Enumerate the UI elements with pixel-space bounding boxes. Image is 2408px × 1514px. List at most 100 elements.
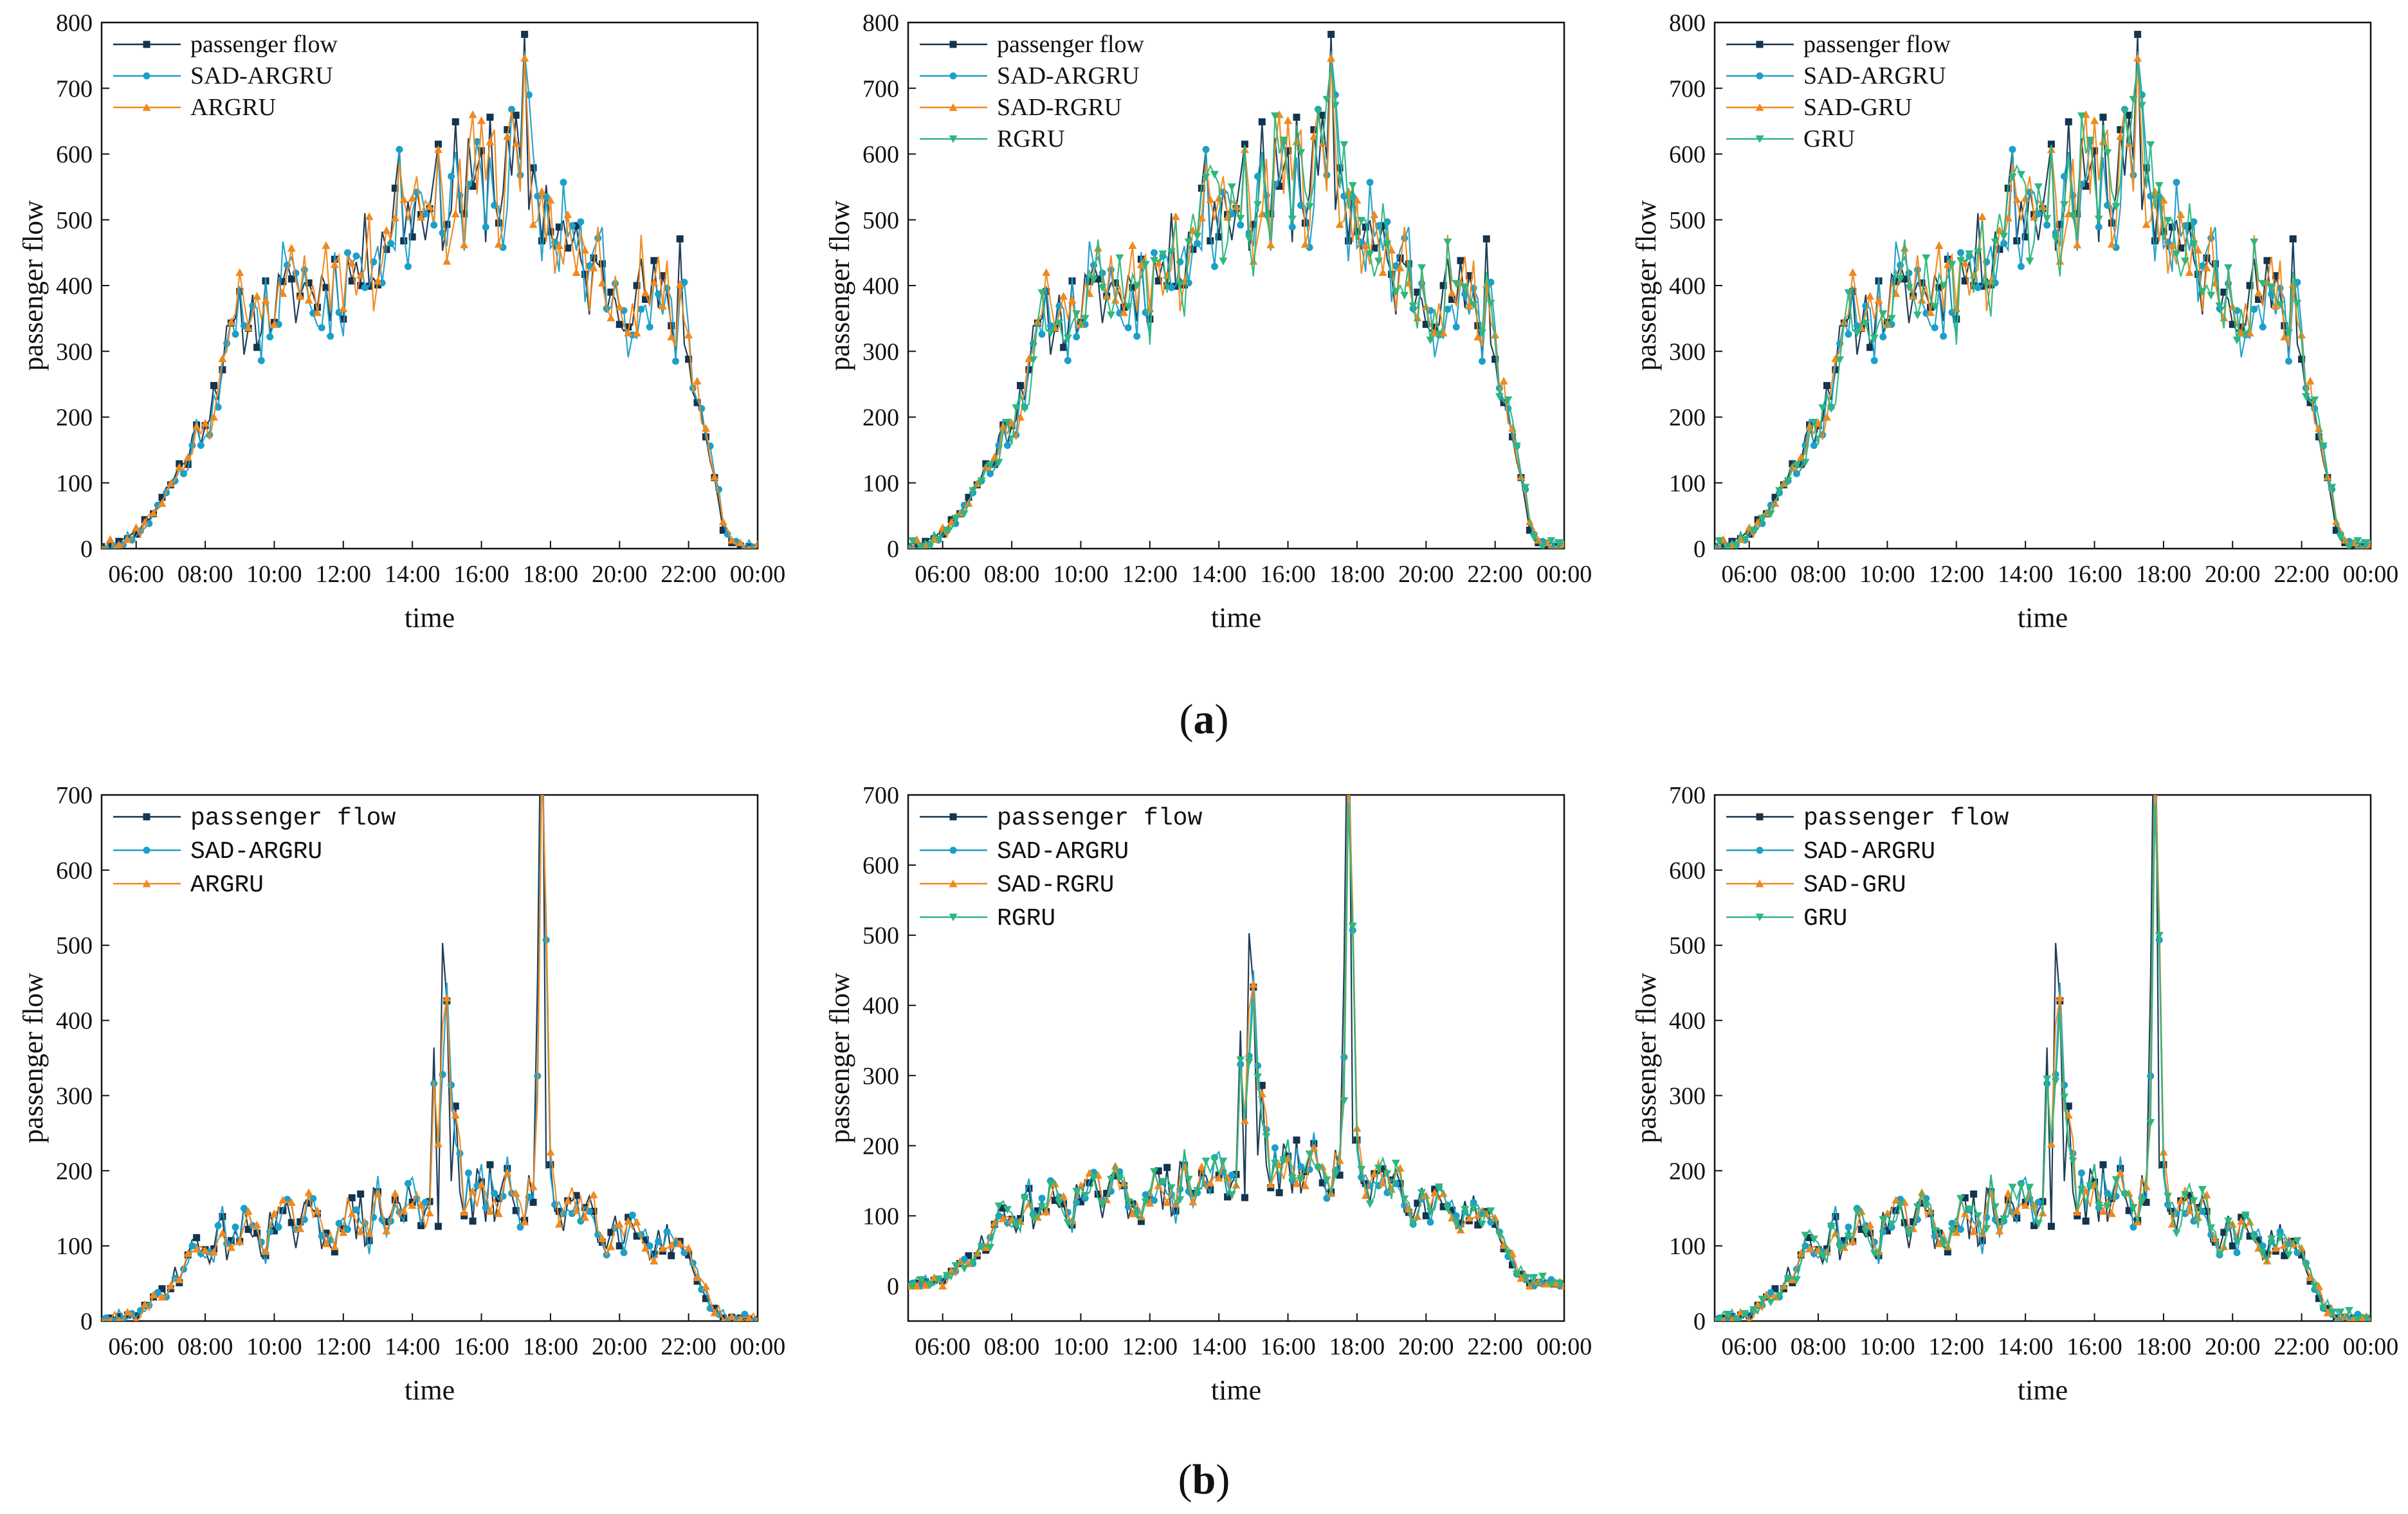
data-point (1012, 404, 1021, 412)
data-point (257, 357, 265, 365)
data-point (2155, 182, 2164, 190)
legend-item: passenger flow (920, 31, 1145, 58)
data-point (1801, 1232, 1810, 1240)
data-point (1151, 1196, 1158, 1204)
data-point (1370, 1169, 1379, 1178)
data-point (2319, 442, 2328, 450)
data-point (2246, 282, 2254, 289)
data-point (590, 254, 597, 262)
data-point (1840, 1237, 1848, 1245)
y-tick-label: 400 (56, 1008, 93, 1035)
y-tick-label: 500 (862, 207, 899, 234)
y-tick-label: 100 (862, 470, 899, 497)
data-point (486, 113, 494, 121)
data-point (1896, 276, 1905, 284)
data-point (2250, 239, 2259, 247)
data-point (641, 288, 650, 296)
data-point (1400, 291, 1409, 300)
data-point (1551, 1279, 1560, 1287)
data-point (960, 1264, 969, 1273)
data-point (650, 1250, 658, 1258)
data-point (1310, 1140, 1318, 1147)
data-point (1965, 250, 1974, 259)
data-point (658, 302, 667, 310)
y-tick-label: 100 (56, 1233, 93, 1260)
data-point (188, 1242, 196, 1250)
data-point (598, 1238, 606, 1246)
x-axis-title: time (1211, 1374, 1261, 1406)
data-point (1111, 279, 1119, 287)
data-point (383, 1218, 390, 1226)
data-point (1508, 1261, 1516, 1269)
data-point (1957, 1195, 1965, 1203)
legend-item: ARGRU (113, 94, 276, 121)
data-point (425, 202, 434, 210)
legend-item: SAD-GRU (1726, 94, 1912, 121)
data-point (1184, 1176, 1193, 1184)
legend-marker (949, 879, 958, 888)
legend-item: ARGRU (113, 871, 264, 899)
data-point (1215, 233, 1223, 241)
x-tick-label: 14:00 (1191, 561, 1247, 588)
data-point (2306, 376, 2315, 385)
data-point (1848, 268, 1857, 277)
data-point (1461, 283, 1470, 291)
data-point (1901, 1219, 1908, 1227)
data-point (1207, 237, 1214, 244)
data-point (214, 403, 222, 411)
data-point (305, 1199, 313, 1207)
y-tick-label: 700 (1669, 75, 1706, 102)
data-point (1344, 187, 1353, 196)
data-point (2353, 1316, 2362, 1321)
data-point (1279, 136, 1288, 145)
data-point (158, 498, 167, 507)
data-point (646, 323, 653, 331)
data-point (1214, 194, 1223, 202)
data-point (2051, 235, 2060, 243)
legend-marker (949, 846, 957, 854)
data-point (235, 268, 244, 277)
data-point (1336, 1171, 1344, 1179)
data-point (1883, 1227, 1891, 1235)
y-tick-label: 200 (56, 405, 93, 432)
data-point (102, 1314, 110, 1321)
data-point (1184, 239, 1193, 247)
data-point (2220, 1228, 2228, 1236)
data-point (994, 459, 1003, 467)
data-point (2198, 262, 2206, 269)
data-point (1158, 250, 1167, 259)
data-point (650, 257, 658, 264)
legend: passenger flow SAD-ARGRU SAD-RGRU RGRU (920, 31, 1145, 152)
legend-marker (949, 72, 957, 80)
x-tick-label: 10:00 (246, 561, 302, 588)
data-point (1020, 405, 1029, 413)
data-point (2232, 336, 2241, 345)
data-point (1136, 1212, 1145, 1220)
data-point (330, 260, 339, 268)
data-point (1270, 112, 1279, 120)
data-point (655, 1237, 662, 1245)
legend-marker (143, 41, 150, 48)
data-point (1478, 329, 1486, 338)
data-point (1904, 1230, 1913, 1238)
x-tick-label: 06:00 (108, 1333, 164, 1360)
data-point (2107, 240, 2116, 248)
data-point (1016, 381, 1024, 389)
data-point (2099, 1161, 2107, 1169)
legend: passenger flow SAD-ARGRU ARGRU (113, 805, 396, 899)
data-point (1228, 1171, 1236, 1179)
data-point (572, 268, 581, 277)
legend-label: SAD-ARGRU (997, 62, 1140, 89)
legend-label: SAD-RGRU (997, 871, 1114, 899)
data-point (913, 541, 920, 549)
data-point (287, 275, 295, 283)
data-point (1145, 304, 1154, 313)
data-point (1788, 1275, 1797, 1284)
data-point (1392, 262, 1400, 269)
legend-item: RGRU (920, 125, 1065, 152)
data-point (1344, 762, 1353, 770)
legend-marker (949, 135, 958, 143)
data-point (2229, 1242, 2236, 1250)
data-point (434, 140, 442, 148)
data-point (590, 1207, 597, 1215)
